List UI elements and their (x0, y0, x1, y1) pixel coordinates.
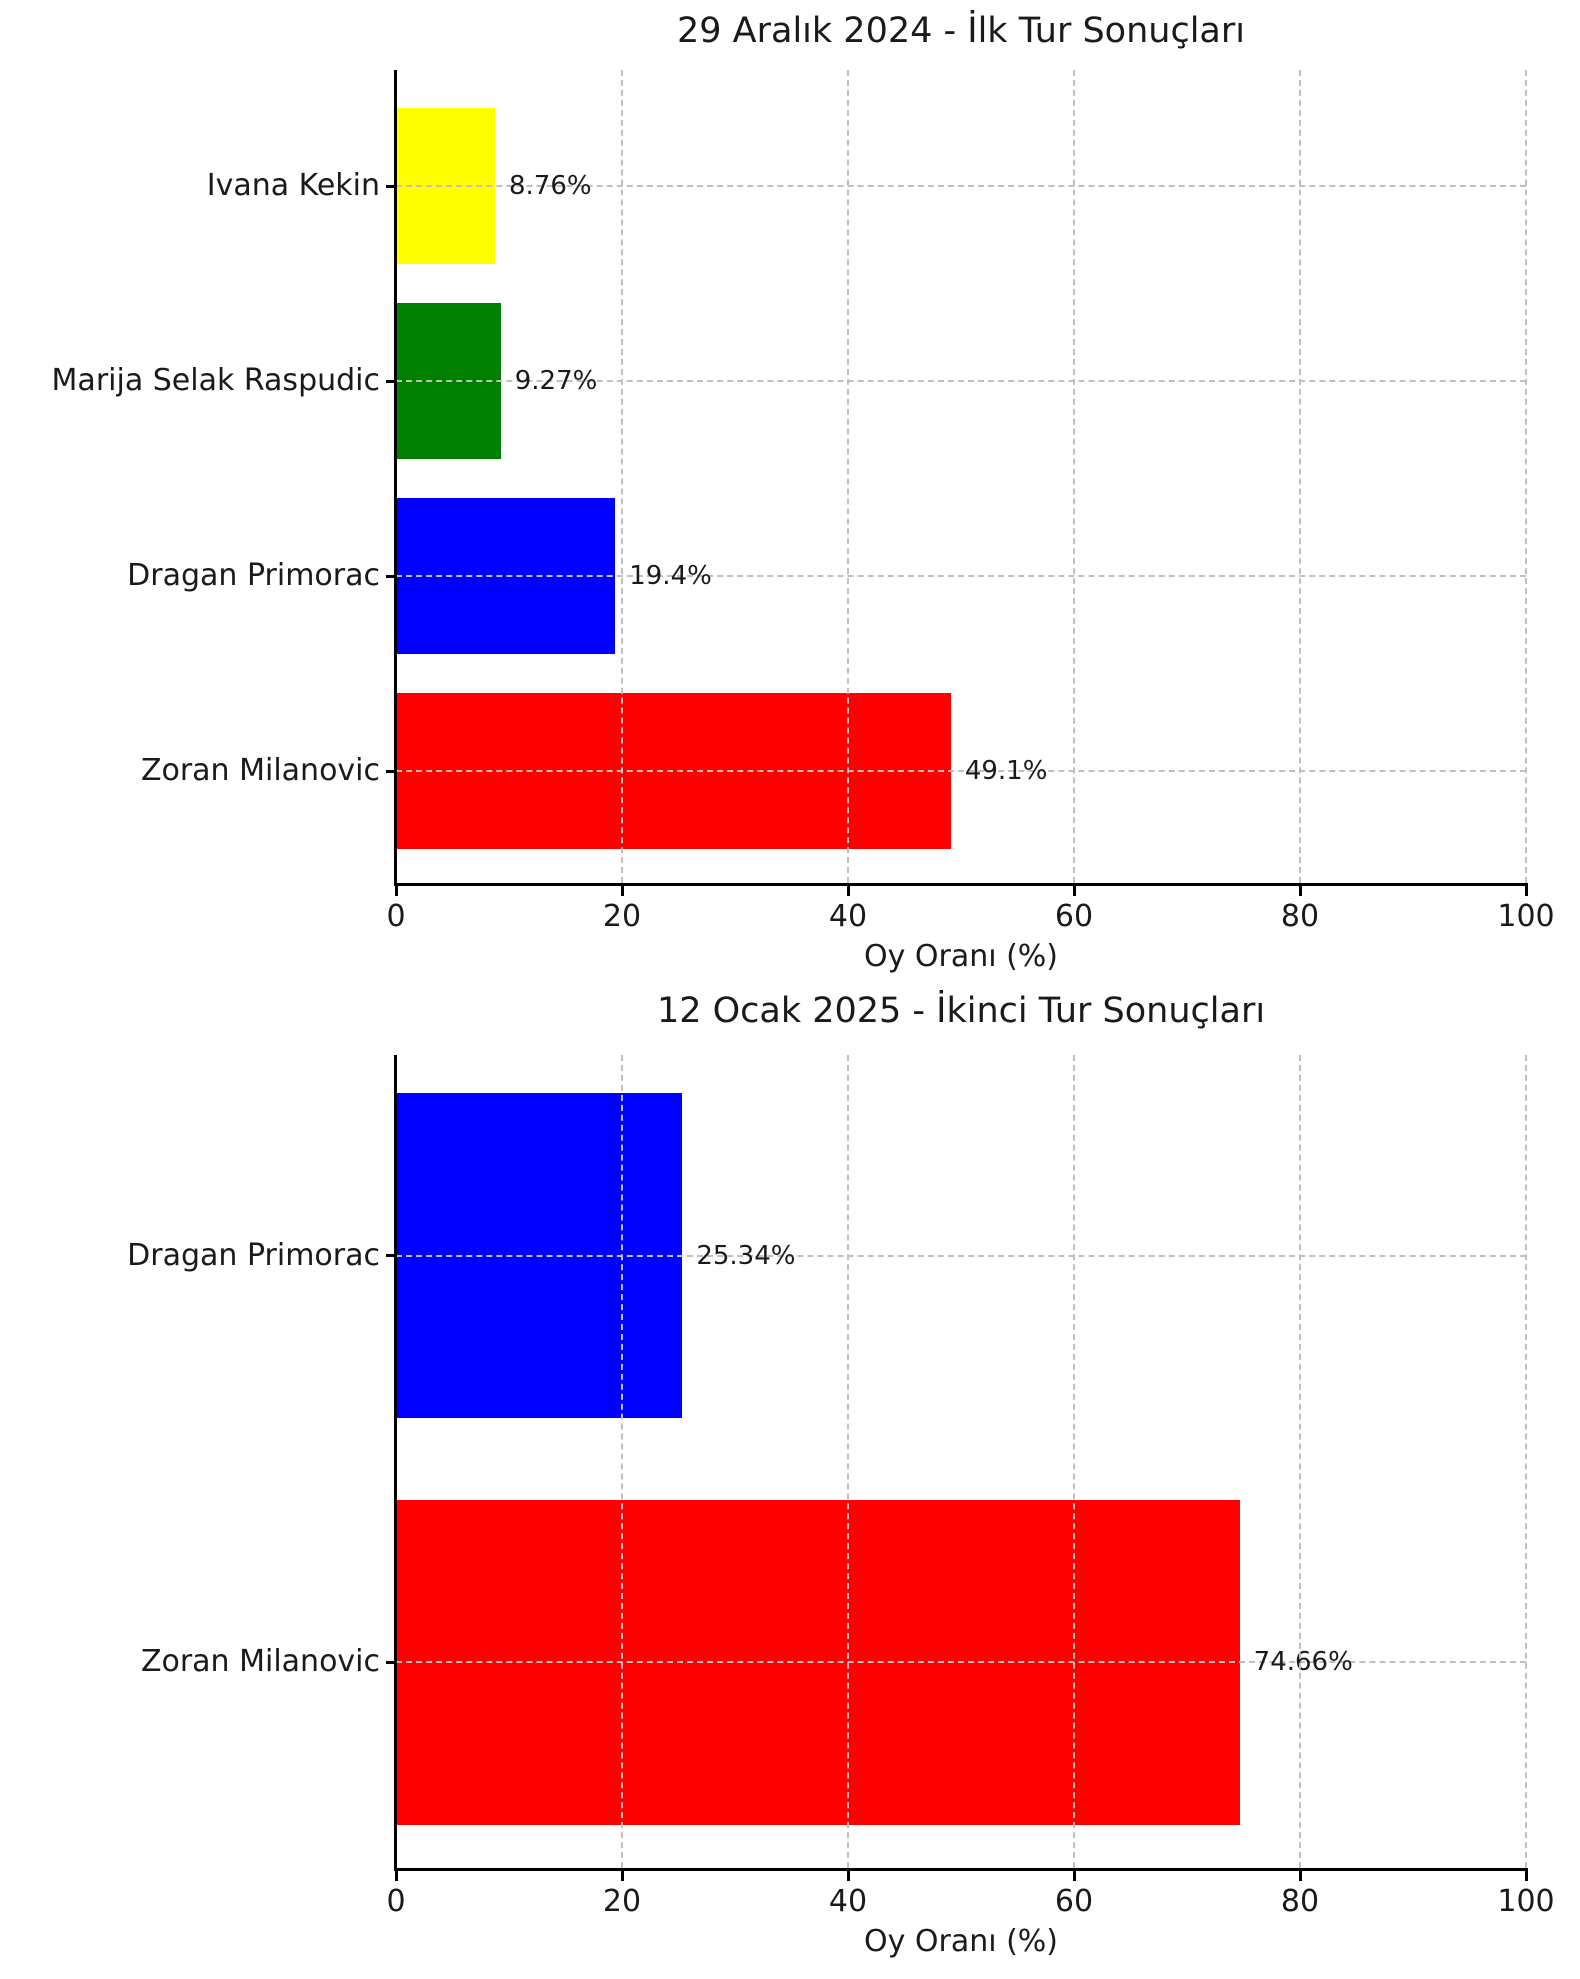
y-tick-mark (386, 1660, 396, 1664)
h-gridline (396, 380, 1526, 382)
chart-title-first-round: 29 Aralık 2024 - İlk Tur Sonuçları (677, 11, 1245, 51)
h-gridline (396, 1661, 1526, 1663)
y-tick-mark (386, 379, 396, 383)
x-tick-label-40: 40 (828, 1884, 868, 1919)
x-tick-label-0: 0 (386, 1884, 406, 1919)
x-tick-label-60: 60 (1054, 1884, 1094, 1919)
x-tick-mark-80 (1298, 886, 1302, 896)
x-tick-mark-40 (846, 1871, 850, 1881)
v-gridline-20 (621, 70, 623, 883)
x-tick-label-100: 100 (1497, 1884, 1555, 1919)
x-tick-mark-20 (620, 886, 624, 896)
category-label-zoran-milanovic-first-round: Zoran Milanovic (140, 753, 380, 788)
chart-title-second-round: 12 Ocak 2025 - İkinci Tur Sonuçları (656, 991, 1266, 1031)
x-tick-mark-100 (1524, 1871, 1528, 1881)
x-tick-label-20: 20 (602, 899, 642, 934)
category-label-dragan-primorac-first-round: Dragan Primorac (127, 558, 380, 593)
x-tick-label-80: 80 (1280, 1884, 1320, 1919)
h-gridline (396, 770, 1526, 772)
v-gridline-40 (847, 70, 849, 883)
y-tick-mark (386, 574, 396, 578)
x-tick-mark-80 (1298, 1871, 1302, 1881)
h-gridline (396, 575, 1526, 577)
x-tick-mark-60 (1072, 886, 1076, 896)
h-gridline (396, 185, 1526, 187)
x-tick-label-100: 100 (1497, 899, 1555, 934)
category-label-ivana-kekin-first-round: Ivana Kekin (206, 168, 380, 203)
x-tick-label-60: 60 (1054, 899, 1094, 934)
v-gridline-60 (1073, 1055, 1075, 1868)
x-tick-mark-0 (394, 886, 398, 896)
x-tick-label-0: 0 (386, 899, 406, 934)
x-axis-spine-second-round (394, 1868, 1528, 1871)
y-tick-mark (386, 1254, 396, 1257)
value-label-ivana-kekin-first-round: 8.76% (508, 171, 592, 201)
x-tick-mark-20 (620, 1871, 624, 1881)
x-tick-mark-0 (394, 1871, 398, 1881)
y-tick-mark (386, 769, 396, 773)
v-gridline-20 (621, 1055, 623, 1868)
value-label-zoran-milanovic-first-round: 49.1% (964, 756, 1048, 786)
y-axis-spine-first-round (394, 70, 397, 886)
x-tick-label-80: 80 (1280, 899, 1320, 934)
x-tick-mark-100 (1524, 886, 1528, 896)
value-label-zoran-milanovic-second-round: 74.66% (1253, 1647, 1353, 1677)
y-axis-spine-second-round (394, 1055, 397, 1871)
v-gridline-100 (1525, 70, 1527, 883)
v-gridline-60 (1073, 70, 1075, 883)
y-tick-mark (386, 184, 396, 188)
v-gridline-40 (847, 1055, 849, 1868)
v-gridline-100 (1525, 1055, 1527, 1868)
v-gridline-80 (1299, 1055, 1301, 1868)
x-tick-label-20: 20 (602, 1884, 642, 1919)
v-gridline-80 (1299, 70, 1301, 883)
x-tick-mark-40 (846, 886, 850, 896)
category-label-marija-selak-raspudic-first-round: Marija Selak Raspudic (51, 363, 380, 398)
x-axis-label-second-round: Oy Oranı (%) (863, 1924, 1059, 1959)
x-tick-label-40: 40 (828, 899, 868, 934)
value-label-dragan-primorac-second-round: 25.34% (696, 1240, 796, 1271)
h-gridline (396, 1254, 1526, 1257)
x-axis-spine-first-round (394, 883, 1528, 886)
x-tick-mark-60 (1072, 1871, 1076, 1881)
category-label-dragan-primorac-second-round: Dragan Primorac (127, 1237, 380, 1273)
category-label-zoran-milanovic-second-round: Zoran Milanovic (140, 1644, 380, 1679)
value-label-marija-selak-raspudic-first-round: 9.27% (514, 366, 598, 396)
x-axis-label-first-round: Oy Oranı (%) (863, 939, 1059, 974)
value-label-dragan-primorac-first-round: 19.4% (629, 561, 712, 591)
